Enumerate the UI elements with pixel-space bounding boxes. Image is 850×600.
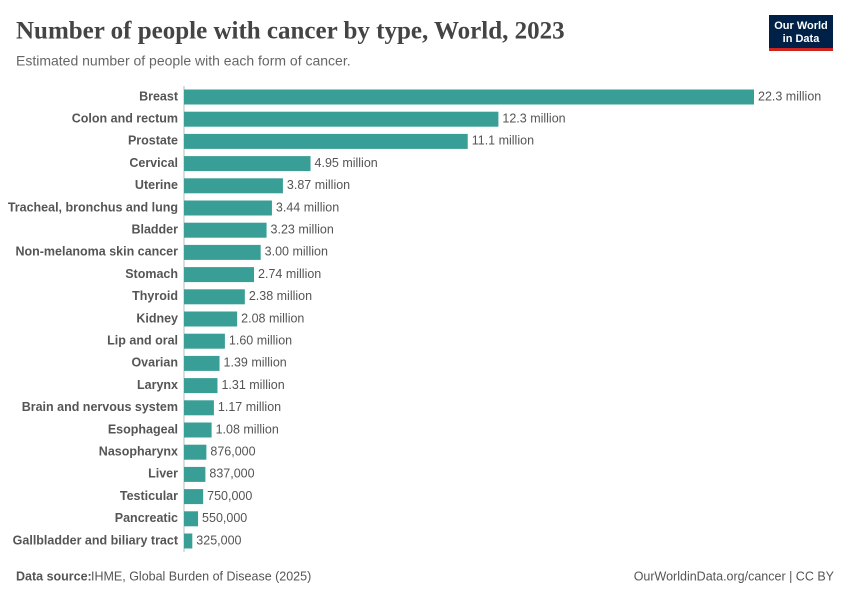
chart-subtitle: Estimated number of people with each for…	[16, 53, 351, 69]
bar	[184, 111, 499, 127]
value-label: 3.87 million	[287, 178, 350, 192]
bar	[184, 400, 214, 416]
logo-text: in Data	[783, 33, 821, 45]
category-label: Testicular	[120, 489, 178, 503]
category-label: Thyroid	[132, 289, 178, 303]
chart-title: Number of people with cancer by type, Wo…	[16, 18, 565, 45]
category-label: Prostate	[128, 134, 178, 148]
category-label: Ovarian	[131, 356, 178, 370]
bar	[184, 156, 311, 172]
category-label: Stomach	[125, 267, 178, 281]
value-label: 2.38 million	[249, 289, 312, 303]
value-label: 11.1 million	[472, 134, 534, 148]
category-label: Liver	[148, 467, 178, 481]
value-label: 1.60 million	[229, 333, 292, 347]
logo-box	[769, 15, 833, 48]
value-label: 2.74 million	[258, 267, 321, 281]
bar	[184, 89, 754, 105]
value-label: 1.39 million	[224, 356, 287, 370]
bar	[184, 355, 220, 371]
bar	[184, 422, 212, 438]
category-label: Nasopharynx	[99, 444, 178, 458]
value-label: 837,000	[209, 467, 254, 481]
logo-text: Our World	[774, 20, 828, 32]
bar	[184, 178, 283, 194]
logo: Our World in Data	[769, 15, 833, 51]
bar	[184, 222, 267, 238]
category-label: Bladder	[131, 222, 178, 236]
bar	[184, 533, 193, 549]
source-label: Data source:	[16, 569, 92, 583]
value-label: 325,000	[196, 533, 241, 547]
value-label: 3.23 million	[271, 222, 334, 236]
source: IHME, Global Burden of Disease (2025)	[91, 569, 311, 583]
bar	[184, 289, 245, 305]
credit: OurWorldinData.org/cancer | CC BY	[634, 569, 835, 583]
value-label: 1.08 million	[216, 422, 279, 436]
bar	[184, 444, 207, 460]
category-label: Gallbladder and biliary tract	[13, 533, 179, 547]
bar	[184, 133, 468, 149]
value-label: 22.3 million	[758, 89, 821, 103]
bar	[184, 378, 218, 394]
value-label: 2.08 million	[241, 311, 304, 325]
value-label: 12.3 million	[502, 111, 565, 125]
category-label: Brain and nervous system	[22, 400, 178, 414]
value-label: 3.44 million	[276, 200, 339, 214]
category-label: Tracheal, bronchus and lung	[8, 200, 178, 214]
category-label: Colon and rectum	[72, 111, 178, 125]
category-label: Cervical	[129, 156, 178, 170]
value-label: 1.17 million	[218, 400, 281, 414]
value-label: 1.31 million	[221, 378, 284, 392]
value-label: 550,000	[202, 511, 247, 525]
bar	[184, 466, 206, 482]
category-label: Larynx	[137, 378, 178, 392]
bar	[184, 311, 238, 327]
category-label: Pancreatic	[115, 511, 178, 525]
category-label: Kidney	[136, 311, 178, 325]
bar	[184, 511, 199, 527]
value-label: 4.95 million	[315, 156, 378, 170]
bar	[184, 333, 225, 349]
bar	[184, 489, 204, 505]
value-label: 3.00 million	[265, 245, 328, 259]
category-label: Breast	[139, 89, 179, 103]
value-label: 750,000	[207, 489, 252, 503]
category-label: Esophageal	[108, 422, 178, 436]
category-label: Lip and oral	[107, 333, 178, 347]
bar	[184, 244, 261, 260]
category-label: Uterine	[135, 178, 178, 192]
bar	[184, 200, 272, 216]
bar	[184, 267, 255, 283]
value-label: 876,000	[210, 444, 255, 458]
logo-stripe	[769, 48, 833, 51]
category-label: Non-melanoma skin cancer	[15, 245, 178, 259]
